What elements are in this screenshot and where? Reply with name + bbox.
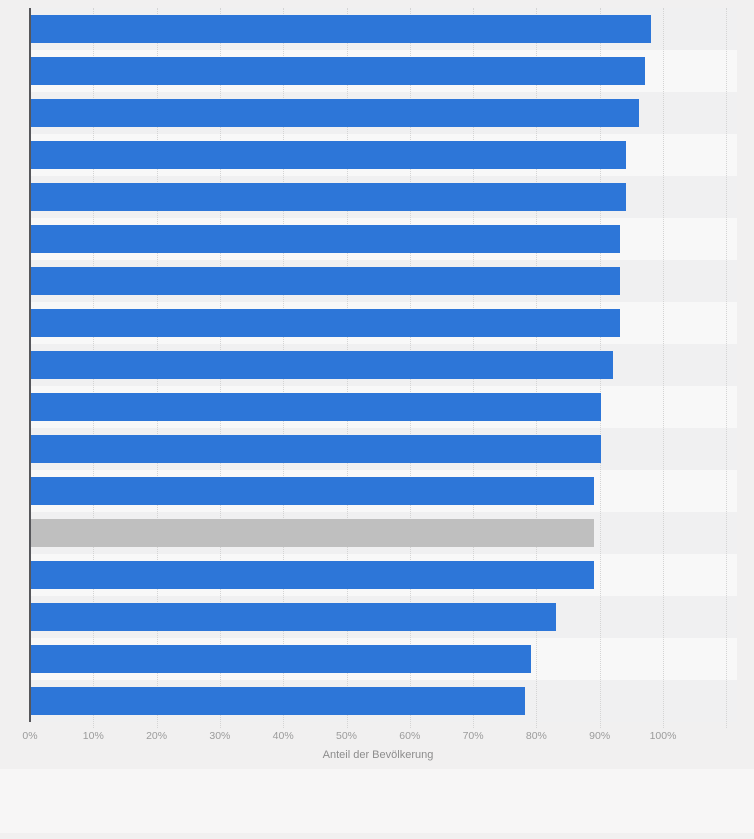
x-axis-title: Anteil der Bevölkerung: [322, 749, 434, 761]
bar[interactable]: [31, 309, 620, 337]
footer-area: [0, 769, 754, 833]
bar[interactable]: [31, 561, 595, 589]
x-tick-label: 40%: [272, 730, 294, 742]
x-tick-label: 60%: [399, 730, 421, 742]
bar[interactable]: [31, 225, 620, 253]
x-tick-label: 50%: [335, 730, 358, 742]
bar[interactable]: [31, 141, 627, 169]
x-tick-label: 10%: [82, 730, 104, 742]
bar[interactable]: [31, 183, 627, 211]
bar[interactable]: [31, 99, 639, 127]
bar[interactable]: [31, 645, 532, 673]
x-tick-label: 30%: [209, 730, 231, 742]
bar[interactable]: [31, 687, 525, 715]
bar[interactable]: [31, 57, 645, 85]
bar[interactable]: [31, 477, 595, 505]
bar[interactable]: [31, 267, 620, 295]
y-axis-line: [29, 8, 31, 722]
x-tick-label: 20%: [146, 730, 168, 742]
x-tick-label: 0%: [22, 730, 38, 742]
bar[interactable]: [31, 351, 614, 379]
bar[interactable]: [31, 15, 652, 43]
bar[interactable]: [31, 603, 557, 631]
x-tick-label: 100%: [649, 730, 677, 742]
bar[interactable]: [31, 393, 601, 421]
plot-area: [29, 8, 737, 728]
x-tick-label: 70%: [462, 730, 484, 742]
bar[interactable]: [31, 435, 601, 463]
bar-highlighted[interactable]: [31, 519, 595, 547]
gridline: [726, 8, 728, 728]
x-tick-label: 80%: [525, 730, 547, 742]
x-tick-label: 90%: [589, 730, 611, 742]
gridline: [663, 8, 664, 728]
